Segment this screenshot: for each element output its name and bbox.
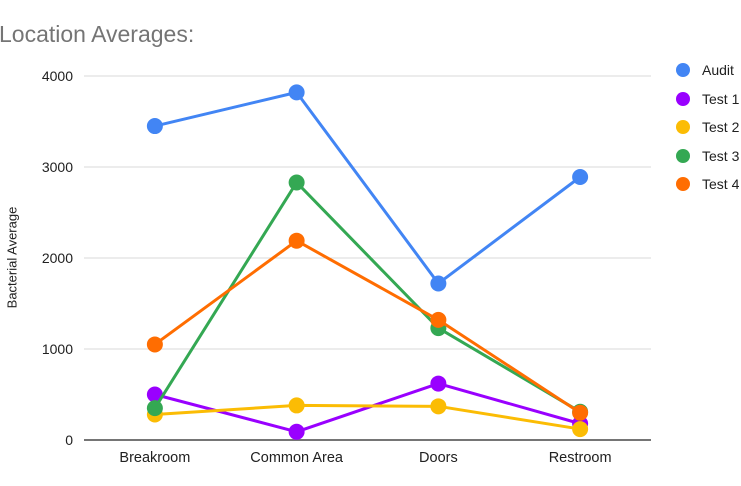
data-point-test-1-common-area[interactable] [288,423,305,440]
data-point-test-4-breakroom[interactable] [146,336,163,353]
legend-label: Test 1 [702,90,740,107]
legend-item-test-1[interactable]: Test 1 [676,85,741,114]
series-line-audit [153,90,582,285]
legend-item-test-3[interactable]: Test 3 [676,142,741,171]
series-line-test-1 [153,382,582,434]
y-tick-label: 0 [65,432,73,448]
legend-swatch-icon [676,148,690,163]
series-line-test-2 [153,403,582,431]
series-line-test-3 [153,180,582,414]
legend-item-test-2[interactable]: Test 2 [676,113,741,142]
y-tick-label: 3000 [42,159,73,175]
x-category-label: Breakroom [119,450,190,466]
x-category-label: Restroom [549,450,612,466]
y-tick-label: 1000 [42,341,73,357]
legend-swatch-icon [676,91,690,106]
legend-item-audit[interactable]: Audit [676,56,741,85]
legend-label: Test 2 [702,119,740,136]
data-point-audit-common-area[interactable] [288,84,305,101]
legend-swatch-icon [676,63,690,78]
data-point-test-1-doors[interactable] [430,375,447,392]
data-point-test-4-common-area[interactable] [288,232,305,249]
legend-swatch-icon [676,120,690,135]
legend-label: Test 4 [702,176,740,193]
data-point-test-2-doors[interactable] [430,398,447,415]
legend-label: Test 3 [702,147,740,164]
data-point-test-4-restroom[interactable] [572,404,589,421]
chart-title: Location Averages: [0,21,195,47]
data-point-test-2-common-area[interactable] [288,397,305,414]
data-point-audit-restroom[interactable] [572,169,589,186]
data-point-audit-doors[interactable] [430,275,447,292]
data-point-audit-breakroom[interactable] [146,118,163,135]
x-category-label: Doors [419,450,458,466]
legend-swatch-icon [676,177,690,192]
y-tick-label: 4000 [42,68,73,84]
data-point-test-1-breakroom[interactable] [146,386,163,403]
data-point-test-4-doors[interactable] [430,311,447,328]
x-category-label: Common Area [250,450,344,466]
legend-item-test-4[interactable]: Test 4 [676,170,741,199]
y-tick-label: 2000 [42,250,73,266]
data-point-test-2-restroom[interactable] [572,421,589,438]
data-point-test-3-common-area[interactable] [288,174,305,191]
legend-label: Audit [702,62,734,79]
chart-legend: Audit Test 1 Test 2 Test 3 Test 4 [676,56,741,199]
data-point-test-3-breakroom[interactable] [146,400,163,417]
series-line-test-4 [153,239,582,415]
